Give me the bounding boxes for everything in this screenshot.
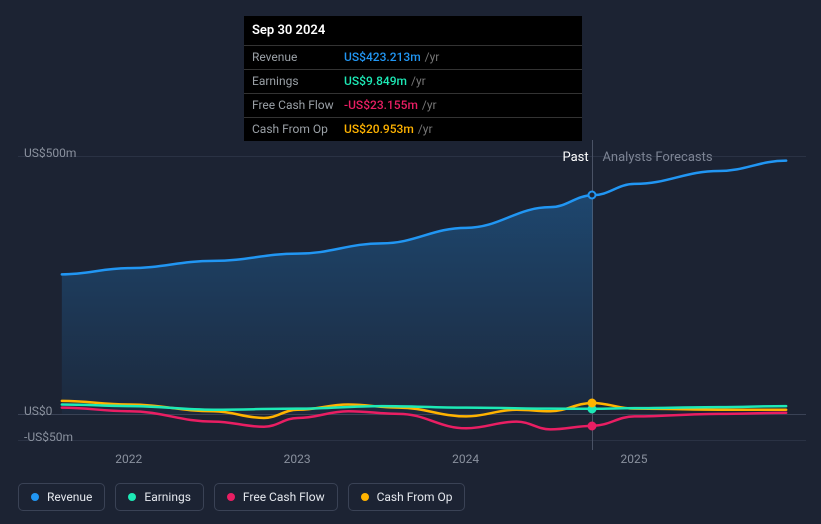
tooltip-value: -US$23.155m — [344, 98, 418, 112]
legend-item-earnings[interactable]: Earnings — [115, 483, 204, 511]
tooltip-unit: /yr — [418, 122, 433, 136]
tooltip: Sep 30 2024 RevenueUS$423.213m/yrEarning… — [244, 16, 582, 141]
tooltip-label: Revenue — [252, 50, 344, 65]
tooltip-unit: /yr — [411, 74, 426, 88]
revenue-marker — [588, 191, 597, 200]
legend-label: Earnings — [144, 490, 191, 504]
tooltip-label: Free Cash Flow — [252, 98, 344, 113]
tooltip-row-cash-from-op: Cash From OpUS$20.953m/yr — [244, 117, 582, 141]
tooltip-date: Sep 30 2024 — [244, 16, 582, 45]
tooltip-row-revenue: RevenueUS$423.213m/yr — [244, 45, 582, 69]
tooltip-row-free-cash-flow: Free Cash Flow-US$23.155m/yr — [244, 93, 582, 117]
tooltip-row-earnings: EarningsUS$9.849m/yr — [244, 69, 582, 93]
legend-dot-icon — [227, 493, 235, 501]
legend-label: Free Cash Flow — [243, 490, 325, 504]
tooltip-label: Earnings — [252, 74, 344, 89]
legend-item-revenue[interactable]: Revenue — [18, 483, 105, 511]
legend-item-free-cash-flow[interactable]: Free Cash Flow — [214, 483, 338, 511]
tooltip-unit: /yr — [425, 50, 440, 64]
legend-item-cash-from-op[interactable]: Cash From Op — [348, 483, 466, 511]
fcf-marker — [588, 421, 597, 430]
x-tick-2024: 2024 — [452, 452, 479, 466]
legend: Revenue Earnings Free Cash Flow Cash From O… — [18, 483, 465, 511]
legend-label: Revenue — [47, 490, 92, 504]
tooltip-unit: /yr — [422, 98, 437, 112]
x-tick-2022: 2022 — [115, 452, 142, 466]
tooltip-value: US$9.849m — [344, 74, 407, 88]
x-tick-2023: 2023 — [284, 452, 311, 466]
legend-dot-icon — [31, 493, 39, 501]
revenue-area — [62, 161, 786, 414]
legend-label: Cash From Op — [377, 490, 453, 504]
tooltip-value: US$423.213m — [344, 50, 421, 64]
legend-dot-icon — [361, 493, 369, 501]
legend-dot-icon — [128, 493, 136, 501]
cfo-marker — [588, 398, 597, 407]
tooltip-value: US$20.953m — [344, 122, 414, 136]
tooltip-label: Cash From Op — [252, 122, 344, 137]
x-tick-2025: 2025 — [621, 452, 648, 466]
